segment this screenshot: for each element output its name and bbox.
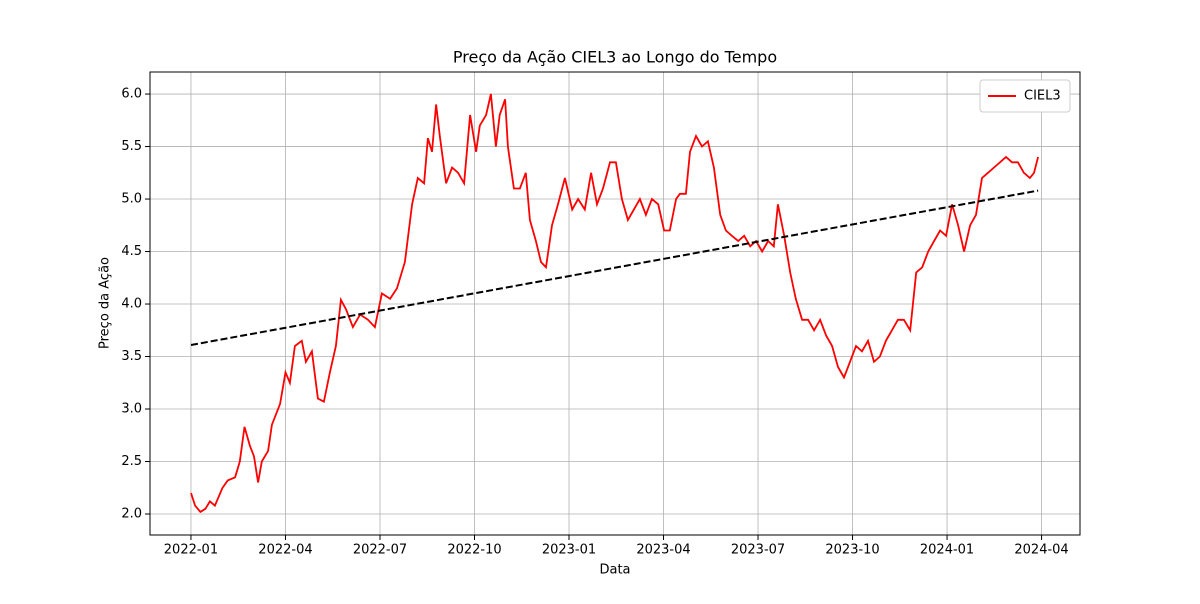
trend-line	[190, 189, 1039, 346]
y-tick-label: 2.0	[121, 507, 142, 522]
x-axis-label: Data	[599, 563, 630, 578]
x-tick-label: 2024-01	[920, 543, 974, 558]
price-line	[190, 93, 1039, 514]
x-tick-label: 2023-10	[825, 543, 879, 558]
x-tick-label: 2022-07	[353, 543, 407, 558]
x-tick-label: 2023-01	[542, 543, 596, 558]
chart-title: Preço da Ação CIEL3 ao Longo do Tempo	[453, 48, 777, 67]
y-tick-label: 4.5	[121, 244, 142, 259]
x-tick-label: 2022-10	[447, 543, 501, 558]
y-tick-label: 6.0	[121, 87, 142, 102]
legend-label: CIEL3	[1024, 89, 1061, 104]
plot-frame	[149, 71, 1081, 536]
x-tick-label: 2022-01	[164, 543, 218, 558]
y-tick-label: 2.5	[121, 454, 142, 469]
x-tick-label: 2023-04	[636, 543, 690, 558]
legend-box	[979, 79, 1071, 113]
y-axis-label: Preço da Ação	[98, 257, 113, 349]
y-tick-label: 5.5	[121, 139, 142, 154]
x-tick-label: 2023-07	[731, 543, 785, 558]
x-tick-label: 2022-04	[258, 543, 312, 558]
y-tick-label: 3.0	[121, 402, 142, 417]
y-tick-label: 5.0	[121, 192, 142, 207]
x-tick-label: 2024-04	[1014, 543, 1068, 558]
y-tick-label: 4.0	[121, 297, 142, 312]
y-tick-label: 3.5	[121, 349, 142, 364]
